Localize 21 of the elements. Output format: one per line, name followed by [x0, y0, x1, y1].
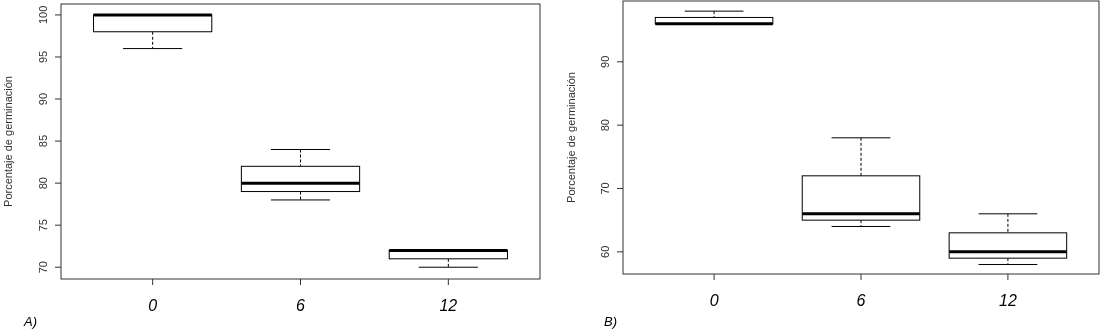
- y-tick-label: 75: [37, 219, 49, 232]
- x-tick-label: 12: [999, 292, 1017, 309]
- text: A): [23, 314, 37, 329]
- y-tick-label: 70: [37, 261, 49, 274]
- x-tick-label: 6: [856, 292, 866, 309]
- y-tick-label: 90: [37, 92, 49, 106]
- x-tick-label: 0: [709, 292, 719, 309]
- y-axis-title: Porcentaje de germinación: [2, 76, 14, 207]
- y-tick-label: 80: [37, 177, 49, 190]
- text: B): [604, 314, 617, 329]
- x-tick-label: 12: [439, 297, 458, 314]
- x-tick-label: 6: [296, 297, 306, 314]
- y-tick-label: 60: [599, 245, 611, 258]
- y-tick-label: 90: [599, 55, 611, 68]
- y-tick-label: 80: [599, 119, 611, 132]
- y-tick-label: 70: [599, 182, 611, 195]
- y-tick-label: 95: [37, 50, 49, 64]
- y-tick-label: 85: [37, 134, 49, 148]
- y-axis-title: Porcentaje de germinación: [565, 72, 577, 203]
- y-tick-label: 100: [37, 5, 49, 25]
- x-tick-label: 0: [148, 297, 158, 314]
